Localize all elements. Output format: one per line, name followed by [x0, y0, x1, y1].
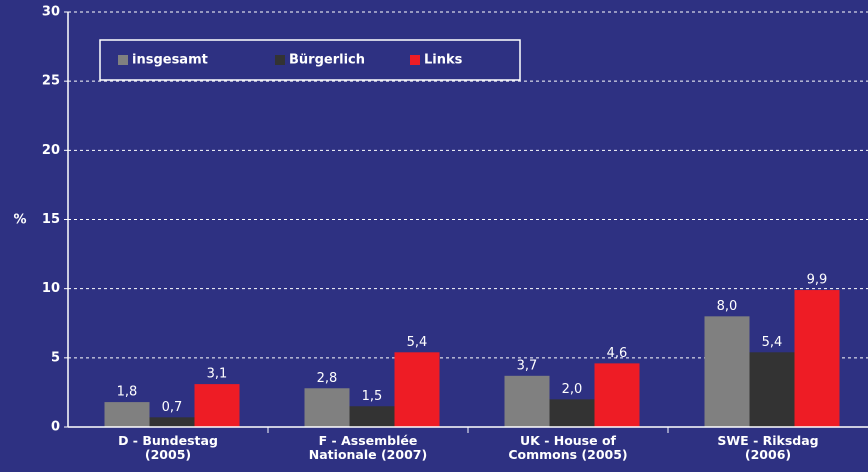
x-tick-label: SWE - Riksdag (2006) — [717, 433, 819, 462]
data-label: 2,0 — [562, 382, 583, 397]
x-tick-label: F - Assemblée Nationale (2007) — [308, 433, 428, 462]
legend-swatch — [410, 55, 420, 65]
bar — [549, 399, 595, 427]
data-label: 3,7 — [517, 358, 538, 373]
data-label: 4,6 — [607, 346, 628, 361]
bar — [704, 316, 750, 427]
legend-box — [99, 39, 521, 81]
data-label: 8,0 — [717, 299, 738, 314]
y-tick-label: 25 — [42, 74, 60, 89]
y-tick-label: 15 — [42, 212, 60, 227]
y-tick-label: 10 — [42, 281, 60, 296]
y-tick-label: 5 — [51, 350, 60, 365]
data-label: 2,8 — [317, 371, 338, 386]
data-label: 5,4 — [762, 335, 783, 350]
bar — [304, 388, 350, 427]
x-tick-label: UK - House of Commons (2005) — [508, 433, 628, 462]
data-label: 1,5 — [362, 389, 383, 404]
bar — [149, 417, 195, 427]
x-tick-label: D - Bundestag (2005) — [118, 433, 218, 462]
y-tick-label: 0 — [51, 420, 60, 435]
legend-label: Bürgerlich — [289, 53, 365, 68]
legend-swatch — [118, 55, 128, 65]
bar — [794, 290, 840, 427]
legend-label: insgesamt — [132, 53, 208, 68]
y-tick-label: 20 — [42, 143, 60, 158]
data-label: 3,1 — [207, 367, 228, 382]
bar — [594, 363, 640, 427]
bar — [104, 402, 150, 427]
data-label: 5,4 — [407, 335, 428, 350]
data-label: 0,7 — [162, 400, 183, 415]
bar — [194, 384, 240, 427]
legend-label: Links — [424, 53, 463, 68]
bar — [349, 406, 395, 427]
y-axis-label: % — [13, 213, 26, 228]
bar — [394, 352, 440, 427]
bar — [504, 375, 550, 427]
data-label: 9,9 — [807, 273, 828, 288]
legend-swatch — [275, 55, 285, 65]
data-label: 1,8 — [117, 385, 138, 400]
y-tick-label: 30 — [42, 5, 60, 20]
bar — [749, 352, 795, 427]
